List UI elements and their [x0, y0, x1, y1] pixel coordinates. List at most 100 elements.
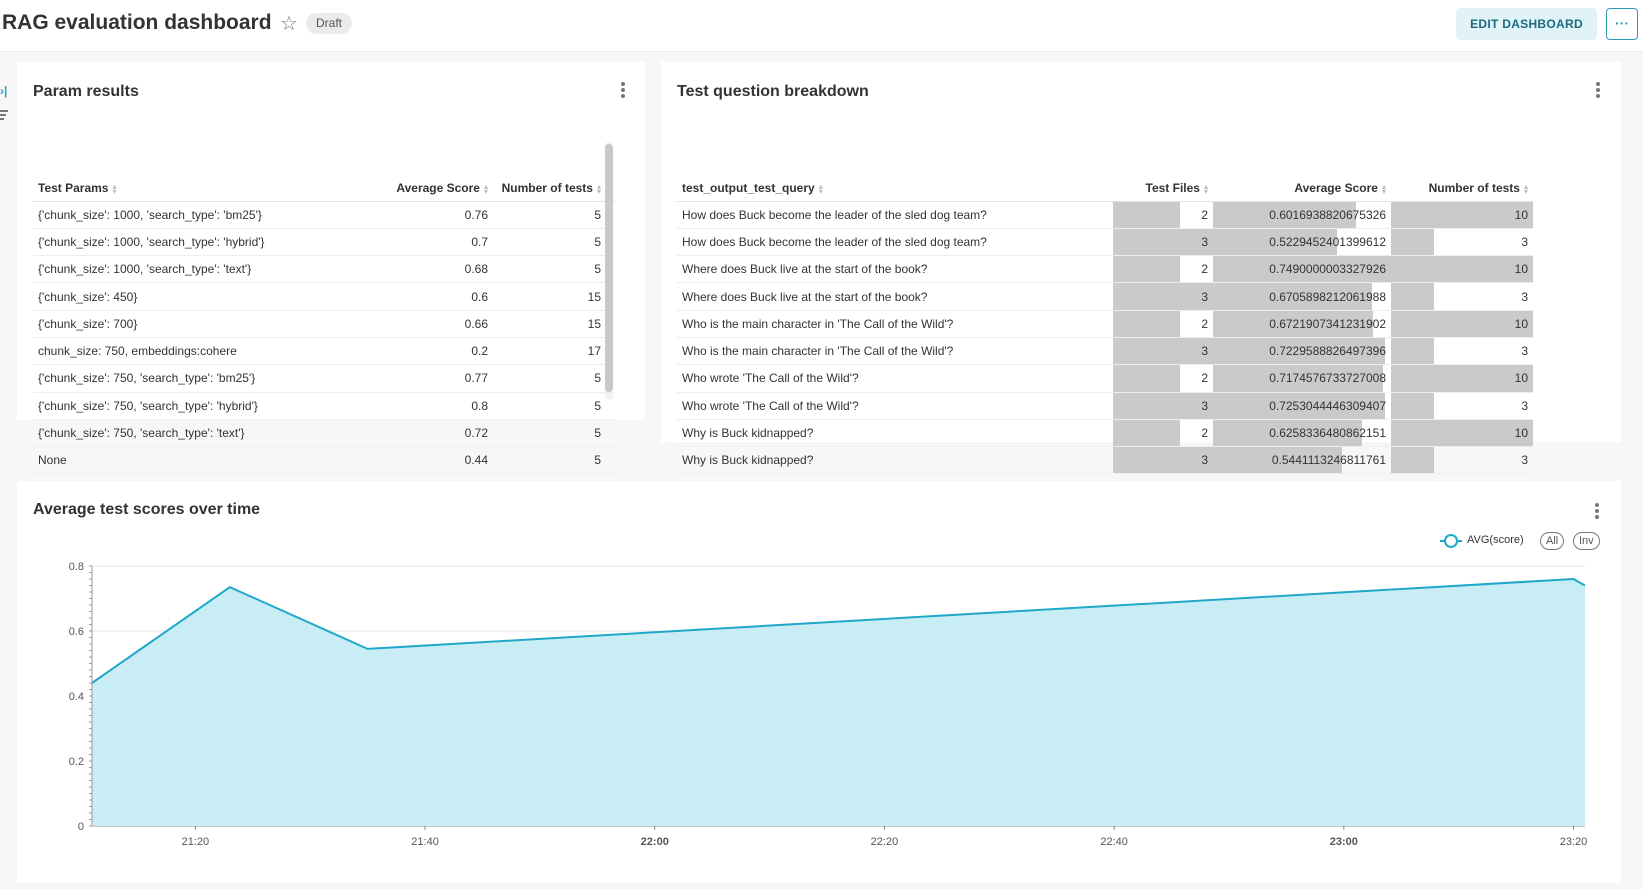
number-of-tests-cell: 3 [1391, 446, 1533, 475]
legend-circle-icon[interactable] [1444, 534, 1458, 548]
column-header-number-of-tests[interactable]: Number of tests ▴ ▾ [493, 175, 615, 202]
table-row[interactable]: {'chunk_size': 1000, 'search_type': 'hyb… [33, 228, 615, 257]
column-header-test-files[interactable]: Test Files ▴ ▾ [1113, 175, 1213, 202]
table-row[interactable]: {'chunk_size': 750, 'search_type': 'bm25… [33, 364, 615, 393]
column-header-average-score[interactable]: Average Score ▴ ▾ [1213, 175, 1391, 202]
value-bar [1213, 256, 1391, 283]
legend-label-avg-score[interactable]: AVG(score) [1467, 534, 1524, 546]
table-row[interactable]: {'chunk_size': 1000, 'search_type': 'tex… [33, 255, 615, 284]
value-bar [1391, 447, 1434, 474]
sort-icon[interactable]: ▴ ▾ [483, 181, 488, 196]
average-score-cell: 0.6705898212061988 [1213, 282, 1391, 311]
average-score-cell: 0.72 [363, 419, 493, 448]
scrollbar-thumb[interactable] [605, 144, 613, 392]
value-bar [1113, 447, 1213, 474]
expand-sidebar-icon[interactable]: ›| [0, 84, 8, 98]
value-bar [1391, 365, 1533, 392]
test-files-cell: 3 [1113, 392, 1213, 420]
test-params-cell: {'chunk_size': 750, 'search_type': 'bm25… [33, 364, 363, 393]
table-row[interactable]: chunk_size: 750, embeddings:cohere 0.2 17 [33, 337, 615, 366]
test-params-cell: {'chunk_size': 1000, 'search_type': 'tex… [33, 255, 363, 284]
table-row[interactable]: {'chunk_size': 700} 0.66 15 [33, 310, 615, 338]
average-score-cell: 0.6 [363, 282, 493, 311]
average-score-cell: 0.77 [363, 364, 493, 393]
test-params-cell: {'chunk_size': 1000, 'search_type': 'bm2… [33, 201, 363, 229]
sort-icon[interactable]: ▴ ▾ [596, 181, 601, 196]
number-of-tests-cell: 5 [493, 419, 615, 448]
dashboard-title: RAG evaluation dashboard [2, 11, 272, 34]
sort-icon[interactable]: ▴ ▾ [112, 181, 117, 196]
sort-icon[interactable]: ▴ ▾ [1381, 181, 1386, 196]
test-params-cell: {'chunk_size': 700} [33, 310, 363, 338]
avg-scores-title: Average test scores over time [33, 501, 261, 518]
test-files-cell: 2 [1113, 419, 1213, 448]
value-bar [1213, 283, 1373, 310]
table-row[interactable]: Where does Buck live at the start of the… [677, 282, 1533, 311]
filter-icon[interactable] [0, 110, 8, 122]
more-options-button[interactable]: ··· [1606, 8, 1638, 40]
value-bar [1213, 310, 1373, 337]
value-bar [1391, 256, 1533, 283]
test-query-cell: Where does Buck live at the start of the… [677, 282, 1113, 311]
column-header-test-query[interactable]: test_output_test_query ▴ ▾ [677, 175, 1113, 202]
value-bar [1213, 337, 1385, 365]
number-of-tests-cell: 5 [493, 392, 615, 420]
average-score-cell: 0.7253044446309407 [1213, 392, 1391, 420]
number-of-tests-cell: 3 [1391, 392, 1533, 420]
test-files-cell: 2 [1113, 255, 1213, 284]
test-files-cell: 2 [1113, 310, 1213, 338]
table-row[interactable]: Why is Buck kidnapped? 3 0.544111324681176… [677, 446, 1533, 475]
sort-icon[interactable]: ▴ ▾ [818, 181, 823, 196]
number-of-tests-cell: 10 [1391, 310, 1533, 338]
number-of-tests-cell: 10 [1391, 364, 1533, 393]
value-bar [1113, 419, 1180, 447]
table-row[interactable]: Who is the main character in 'The Call o… [677, 337, 1533, 366]
average-score-cell: 0.7490000003327926 [1213, 255, 1391, 284]
table-row[interactable]: How does Buck become the leader of the s… [677, 201, 1533, 229]
table-row[interactable]: Who wrote 'The Call of the Wild'? 2 0.7174… [677, 364, 1533, 393]
table-row[interactable]: {'chunk_size': 450} 0.6 15 [33, 282, 615, 311]
number-of-tests-cell: 10 [1391, 419, 1533, 448]
test-files-cell: 2 [1113, 201, 1213, 229]
table-row[interactable]: Who is the main character in 'The Call o… [677, 310, 1533, 338]
table-row[interactable]: How does Buck become the leader of the s… [677, 228, 1533, 257]
value-bar [1113, 337, 1213, 365]
value-bar [1391, 228, 1434, 256]
avg-scores-menu-icon[interactable] [1595, 503, 1599, 521]
value-bar [1391, 337, 1434, 365]
column-header-test-params[interactable]: Test Params ▴ ▾ [33, 175, 363, 202]
value-bar [1391, 201, 1533, 228]
table-row[interactable]: Where does Buck live at the start of the… [677, 255, 1533, 284]
value-bar [1113, 201, 1180, 228]
average-score-cell: 0.8 [363, 392, 493, 420]
average-score-cell: 0.66 [363, 310, 493, 338]
test-breakdown-menu-icon[interactable] [1596, 82, 1600, 100]
table-row[interactable]: {'chunk_size': 1000, 'search_type': 'bm2… [33, 201, 615, 229]
table-row[interactable]: {'chunk_size': 750, 'search_type': 'hybr… [33, 392, 615, 420]
test-query-cell: Who is the main character in 'The Call o… [677, 337, 1113, 366]
table-row[interactable]: Why is Buck kidnapped? 2 0.625833648086215… [677, 419, 1533, 448]
value-bar [1113, 256, 1180, 283]
edit-dashboard-button[interactable]: EDIT DASHBOARD [1456, 8, 1597, 40]
sort-icon[interactable]: ▴ ▾ [1523, 181, 1528, 196]
param-results-menu-icon[interactable] [621, 82, 625, 100]
legend-all-button[interactable]: All [1540, 532, 1565, 550]
legend-inverse-button[interactable]: Inv [1573, 532, 1600, 550]
average-score-cell: 0.5441113246811761 [1213, 446, 1391, 475]
table-row[interactable]: {'chunk_size': 750, 'search_type': 'text… [33, 419, 615, 448]
test-breakdown-title: Test question breakdown [677, 83, 869, 100]
sort-icon[interactable]: ▴ ▾ [1203, 181, 1208, 196]
param-results-card: Param results Test Params ▴ ▾ Average Scor… [17, 62, 645, 475]
test-params-cell: chunk_size: 750, embeddings:cohere [33, 337, 363, 366]
test-query-cell: Where does Buck live at the start of the… [677, 255, 1113, 284]
table-row[interactable]: None 0.44 5 [33, 446, 615, 475]
test-query-cell: How does Buck become the leader of the s… [677, 201, 1113, 229]
test-query-cell: Who wrote 'The Call of the Wild'? [677, 392, 1113, 420]
column-header-number-of-tests[interactable]: Number of tests ▴ ▾ [1391, 175, 1533, 202]
table-row[interactable]: Who wrote 'The Call of the Wild'? 3 0.7253… [677, 392, 1533, 420]
star-icon[interactable]: ☆ [280, 13, 298, 35]
test-params-cell: {'chunk_size': 750, 'search_type': 'hybr… [33, 392, 363, 420]
draft-badge: Draft [306, 13, 353, 34]
column-header-average-score[interactable]: Average Score ▴ ▾ [363, 175, 493, 202]
value-bar [1113, 310, 1180, 337]
